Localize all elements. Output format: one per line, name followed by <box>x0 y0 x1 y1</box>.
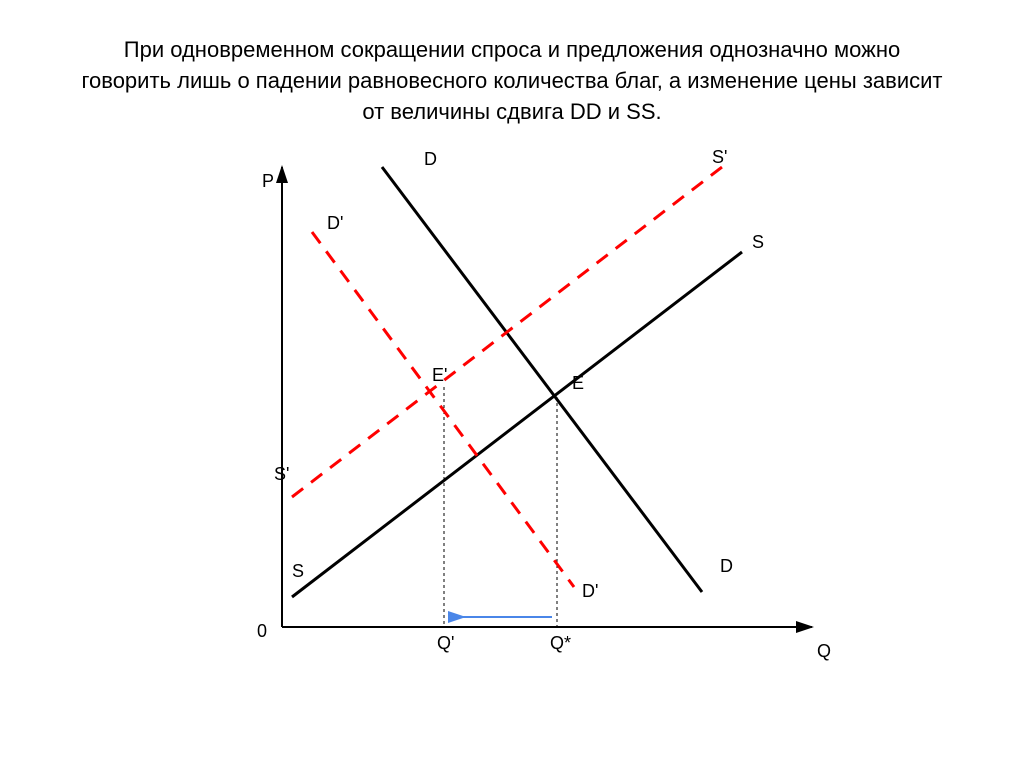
svg-text:D': D' <box>582 581 598 601</box>
svg-text:D': D' <box>327 213 343 233</box>
svg-text:Q: Q <box>817 641 831 661</box>
supply-demand-chart: Q P 0 D D S S D' D' S' S' E Q* E' Q' <box>162 137 862 687</box>
svg-text:S: S <box>752 232 764 252</box>
svg-text:S': S' <box>274 464 289 484</box>
svg-text:0: 0 <box>257 621 267 641</box>
svg-text:E: E <box>572 373 584 393</box>
svg-text:Q*: Q* <box>550 633 571 653</box>
svg-text:D: D <box>424 149 437 169</box>
svg-text:S: S <box>292 561 304 581</box>
svg-text:E': E' <box>432 365 447 385</box>
svg-text:S': S' <box>712 147 727 167</box>
svg-text:D: D <box>720 556 733 576</box>
chart-title: При одновременном сокращении спроса и пр… <box>77 35 947 127</box>
svg-text:P: P <box>262 171 274 191</box>
svg-text:Q': Q' <box>437 633 454 653</box>
